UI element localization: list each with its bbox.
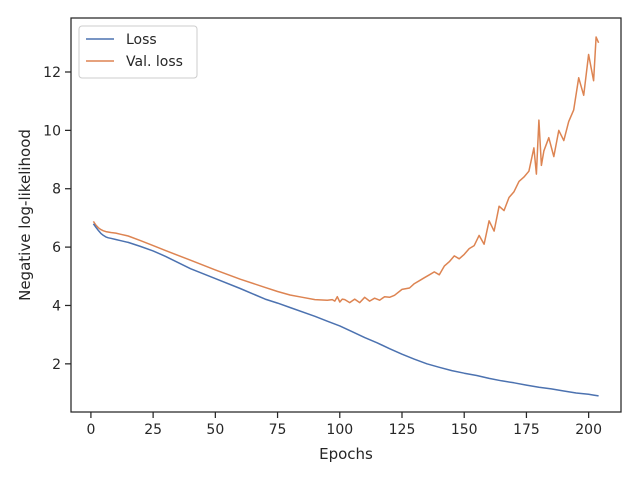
plot-background [71, 18, 621, 412]
y-tick-label: 2 [52, 357, 61, 373]
x-tick-label: 150 [451, 422, 478, 438]
y-tick-label: 6 [52, 240, 61, 256]
series-line-loss [92, 223, 599, 397]
y-axis-ticks: 2 4 6 8 10 12 [43, 65, 71, 373]
x-tick-label: 200 [575, 422, 602, 438]
y-tick-label: 10 [43, 123, 61, 139]
y-tick-label: 8 [52, 182, 61, 198]
legend-label-loss: Loss [126, 32, 157, 48]
x-tick-label: 125 [389, 422, 416, 438]
y-tick-label: 12 [43, 65, 61, 81]
x-axis-ticks: 0 25 50 75 100 125 150 175 200 [86, 412, 602, 438]
y-tick-label: 4 [52, 298, 61, 314]
x-axis-label: Epochs [319, 445, 373, 463]
x-tick-label: 100 [326, 422, 353, 438]
x-tick-label: 75 [269, 422, 287, 438]
series-line-val-loss [92, 36, 600, 304]
plot-frame [70, 17, 622, 413]
series-layer [92, 36, 600, 397]
legend-label-val-loss: Val. loss [126, 54, 183, 70]
y-axis-label: Negative log-likelihood [16, 129, 34, 301]
x-tick-label: 0 [86, 422, 95, 438]
legend: Loss Val. loss [78, 25, 198, 79]
x-tick-label: 175 [513, 422, 540, 438]
x-tick-label: 50 [206, 422, 224, 438]
x-tick-label: 25 [144, 422, 162, 438]
